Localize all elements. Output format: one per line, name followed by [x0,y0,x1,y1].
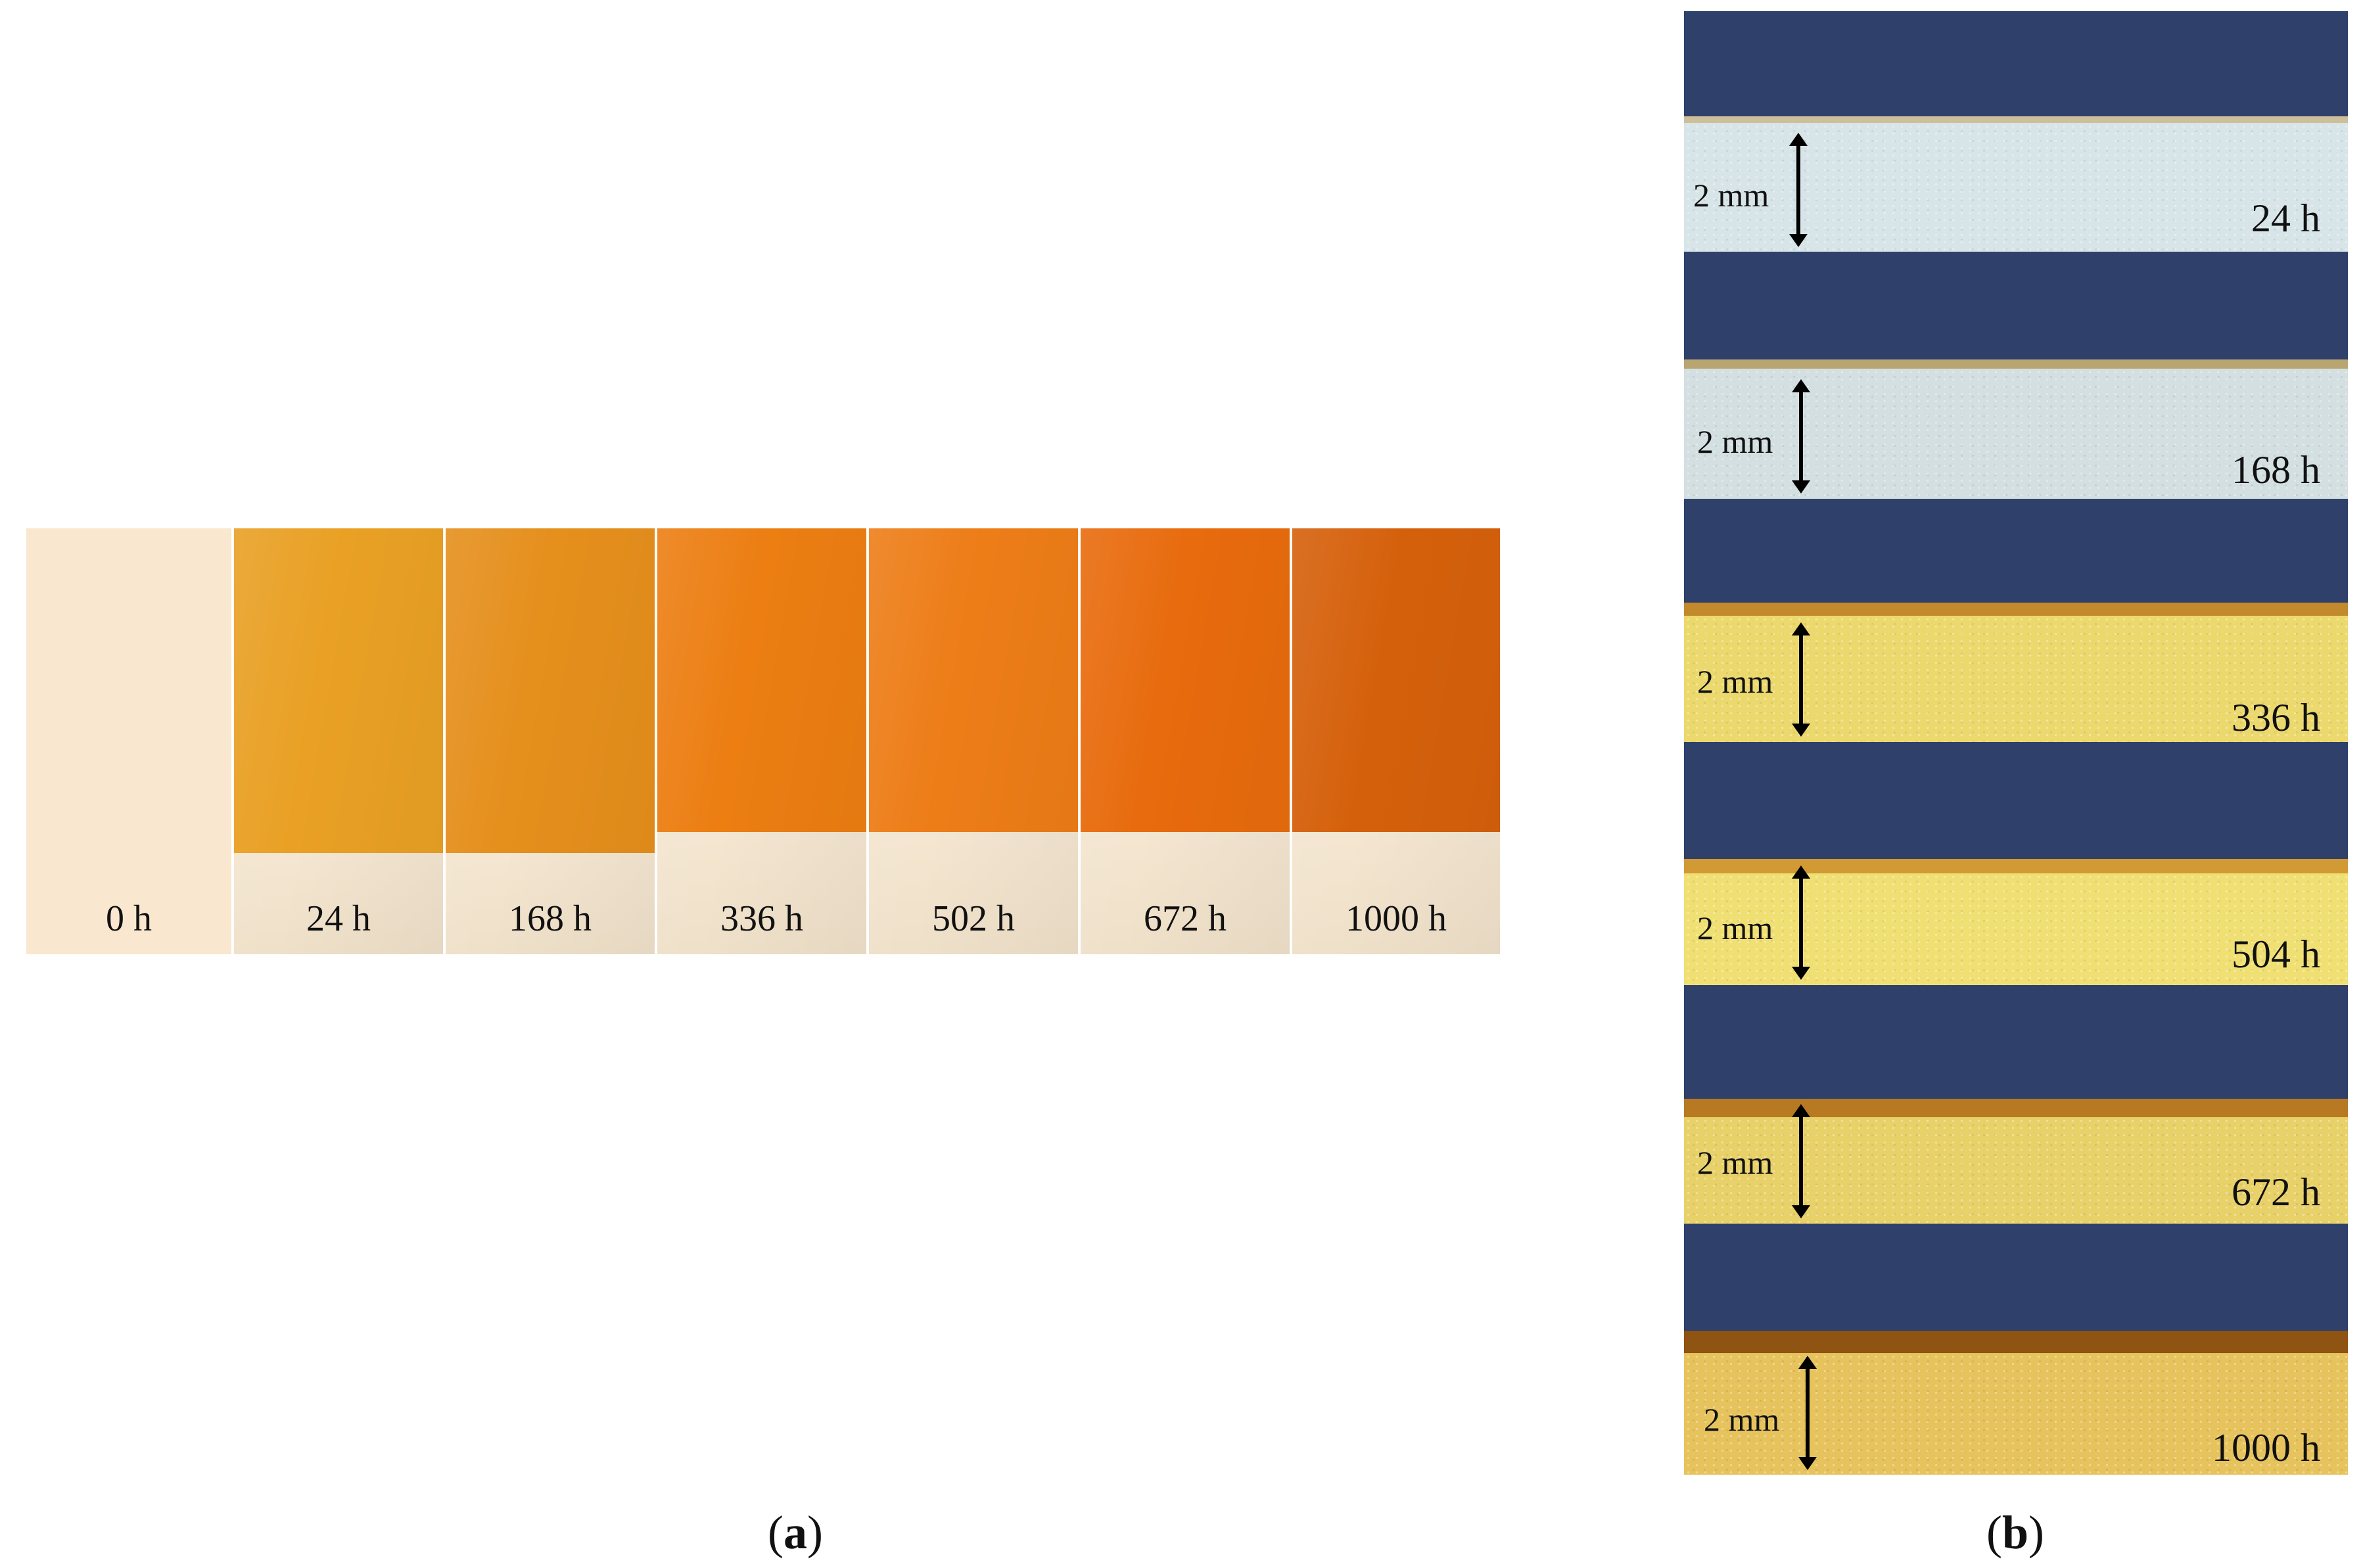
caption-letter: b [2001,1506,2029,1559]
scale-arrow-icon [1792,622,1810,737]
sample-coupon-foot [1292,832,1500,954]
panel-a-caption: (a) [730,1509,861,1556]
scale-label: 2 mm [1704,1401,1780,1438]
sample-time-label: 168 h [509,898,592,939]
sample-coupon: 672 h [1081,528,1290,954]
sample-coupon: 1000 h [1292,528,1500,954]
cross-section: 2 mm 504 h [1684,859,2348,985]
scale-arrow-icon [1792,379,1810,494]
caption-paren-open: ( [1986,1506,2002,1559]
cross-section-texture [1684,369,2348,499]
cross-section-texture [1684,1117,2348,1224]
cross-section: 2 mm 24 h [1684,116,2348,252]
cross-section-edge [1684,603,2348,617]
sample-coupon: 168 h [446,528,655,954]
cross-section: 2 mm 1000 h [1684,1331,2348,1475]
section-time-label: 672 h [2232,1170,2320,1214]
scale-label: 2 mm [1693,177,1769,214]
sample-time-label: 336 h [720,898,803,939]
sample-coupon: 0 h [26,528,231,954]
sample-coupon-foot [1081,832,1290,954]
cross-section-edge [1684,116,2348,124]
cross-section-edge [1684,1099,2348,1118]
panel-b-caption: (b) [1950,1509,2081,1556]
section-time-label: 168 h [2232,448,2320,492]
cross-section-panel: 2 mm 24 h 2 mm 168 h 2 mm 336 h 2 mm 504… [1684,11,2348,1475]
section-time-label: 1000 h [2212,1426,2320,1469]
scale-arrow-icon [1798,1356,1817,1470]
sample-coupon-foot [446,853,655,954]
scale-label: 2 mm [1697,1144,1773,1181]
sample-time-label: 672 h [1144,898,1227,939]
caption-paren-open: ( [768,1506,784,1559]
cross-section: 2 mm 336 h [1684,603,2348,742]
cross-section-texture [1684,1353,2348,1475]
sample-coupon-foot [234,853,443,954]
sample-coupon-fill [234,528,443,853]
cross-section-edge [1684,859,2348,875]
caption-letter: a [784,1506,807,1559]
sample-coupon: 24 h [234,528,443,954]
caption-paren-close: ) [2028,1506,2044,1559]
sample-coupon-fill [1081,528,1290,832]
section-time-label: 24 h [2251,196,2320,240]
sample-coupon: 336 h [657,528,866,954]
caption-paren-close: ) [807,1506,823,1559]
sample-time-label: 502 h [932,898,1015,939]
scale-label: 2 mm [1697,423,1773,460]
sample-coupon-foot [657,832,866,954]
sample-strip: 0 h 24 h 168 h 336 h 502 h 672 h 1000 h [26,528,1500,954]
sample-coupon-fill [446,528,655,853]
cross-section-texture [1684,616,2348,742]
sample-coupon-fill [657,528,866,832]
sample-coupon-foot [869,832,1078,954]
cross-section-texture [1684,123,2348,252]
scale-arrow-icon [1789,133,1808,247]
cross-section: 2 mm 168 h [1684,359,2348,499]
sample-coupon-fill [26,528,231,954]
scale-arrow-icon [1792,865,1810,980]
scale-arrow-icon [1792,1104,1810,1218]
sample-time-label: 24 h [306,898,371,939]
scale-label: 2 mm [1697,910,1773,946]
cross-section-edge [1684,359,2348,370]
cross-section: 2 mm 672 h [1684,1099,2348,1224]
scale-label: 2 mm [1697,663,1773,700]
sample-coupon: 502 h [869,528,1078,954]
sample-coupon-fill [1292,528,1500,832]
cross-section-edge [1684,1331,2348,1354]
sample-time-label: 0 h [106,898,152,939]
sample-time-label: 1000 h [1345,898,1447,939]
section-time-label: 336 h [2232,696,2320,739]
section-time-label: 504 h [2232,933,2320,976]
cross-section-texture [1684,873,2348,985]
sample-coupon-fill [869,528,1078,832]
